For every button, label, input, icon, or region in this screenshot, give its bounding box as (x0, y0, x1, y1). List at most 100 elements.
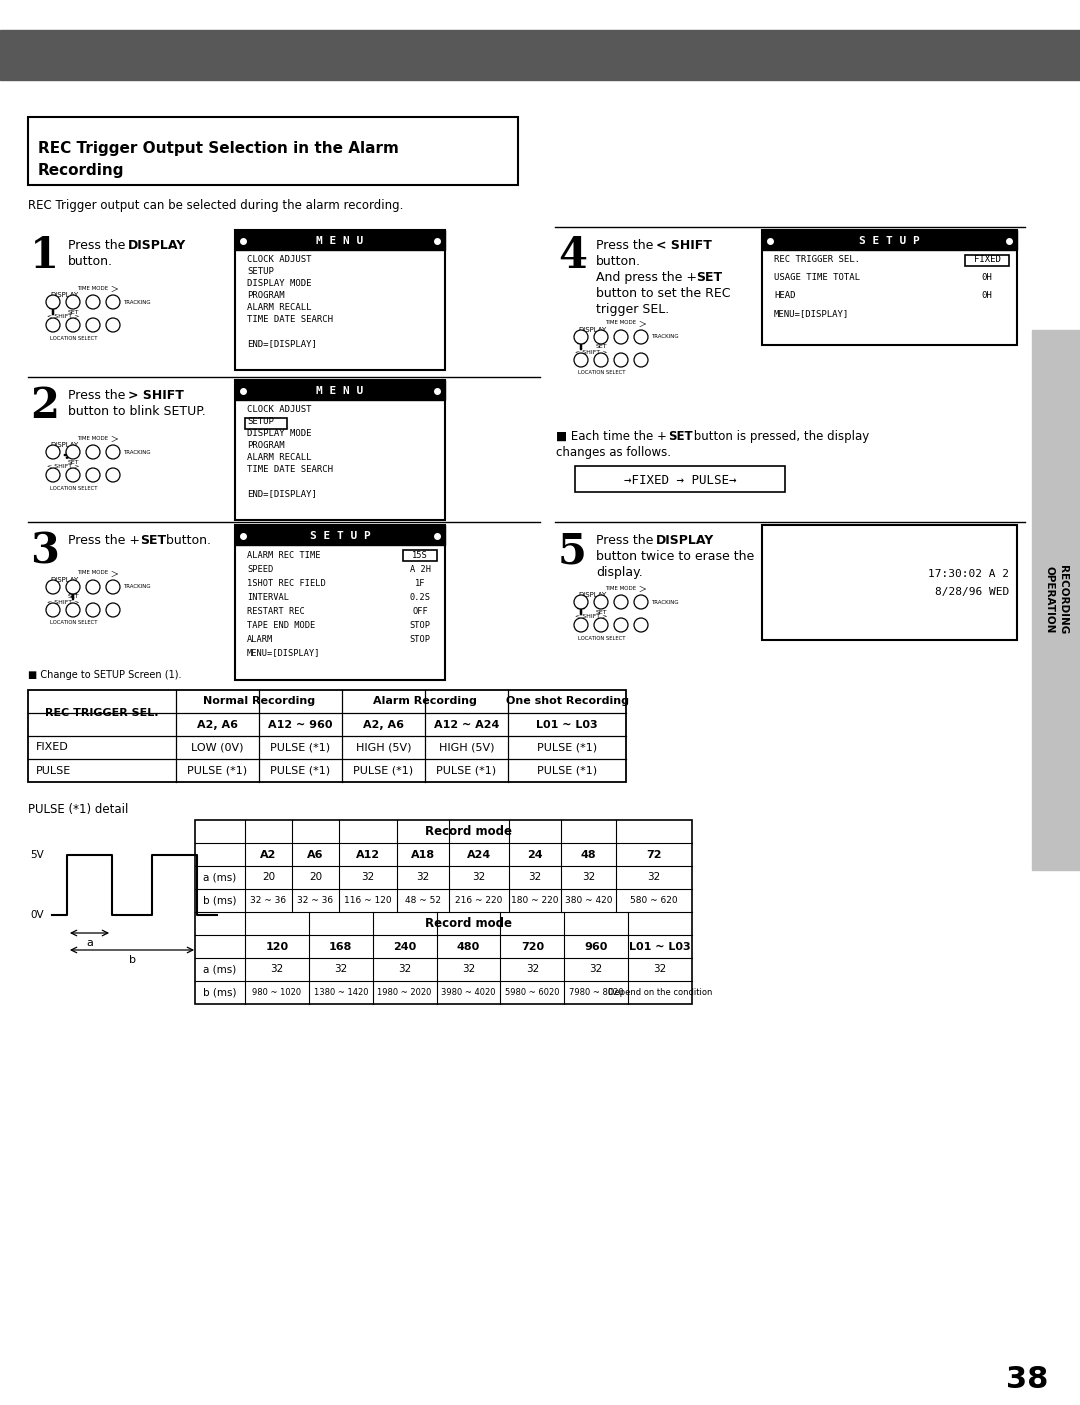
Circle shape (106, 318, 120, 332)
Text: button to set the REC: button to set the REC (596, 287, 730, 301)
Circle shape (573, 594, 588, 608)
Text: PULSE (*1): PULSE (*1) (353, 766, 414, 776)
Text: LOCATION SELECT: LOCATION SELECT (578, 635, 625, 641)
Text: DISPLAY: DISPLAY (50, 292, 78, 298)
Text: PULSE (*1) detail: PULSE (*1) detail (28, 804, 129, 816)
Text: END=[DISPLAY]: END=[DISPLAY] (247, 489, 316, 499)
Text: M E N U: M E N U (316, 236, 364, 246)
Text: A2, A6: A2, A6 (363, 719, 404, 729)
Text: 32: 32 (647, 873, 661, 882)
Text: HEAD: HEAD (774, 291, 796, 301)
Text: SET: SET (140, 534, 166, 547)
Text: 980 ~ 1020: 980 ~ 1020 (253, 988, 301, 998)
Text: A18: A18 (410, 850, 435, 860)
Text: button is pressed, the display: button is pressed, the display (690, 430, 869, 443)
Text: PULSE (*1): PULSE (*1) (188, 766, 247, 776)
Text: Alarm Recording: Alarm Recording (373, 697, 477, 707)
Text: TIME DATE SEARCH: TIME DATE SEARCH (247, 465, 333, 475)
Text: PULSE (*1): PULSE (*1) (270, 766, 330, 776)
Text: PULSE (*1): PULSE (*1) (537, 742, 597, 753)
Text: L01 ~ L03: L01 ~ L03 (630, 941, 691, 951)
Text: button.: button. (162, 534, 211, 547)
Text: SPEED: SPEED (247, 565, 273, 573)
Circle shape (46, 580, 60, 594)
Text: ALARM RECALL: ALARM RECALL (247, 303, 311, 312)
Bar (235, 230, 445, 250)
Text: DISPLAY: DISPLAY (50, 577, 78, 583)
Text: 32: 32 (270, 964, 284, 975)
Text: DISPLAY: DISPLAY (578, 327, 606, 333)
Text: 32: 32 (653, 964, 666, 975)
Circle shape (46, 468, 60, 482)
Text: L01 ~ L03: L01 ~ L03 (536, 719, 598, 729)
Bar (762, 230, 1017, 346)
Text: TRACKING: TRACKING (123, 299, 150, 305)
Text: A6: A6 (307, 850, 324, 860)
Text: SETUP: SETUP (247, 417, 274, 427)
Circle shape (86, 318, 100, 332)
Circle shape (615, 618, 627, 632)
Text: 5V: 5V (30, 850, 44, 860)
Text: 1380 ~ 1420: 1380 ~ 1420 (313, 988, 368, 998)
Text: SET: SET (595, 344, 607, 350)
Bar (235, 379, 445, 400)
Text: SET: SET (67, 459, 79, 465)
Text: Press the: Press the (596, 239, 658, 251)
Text: < SHIFT >: < SHIFT > (46, 315, 79, 319)
Text: SETUP: SETUP (247, 267, 274, 277)
Text: 20: 20 (262, 873, 275, 882)
Text: 32: 32 (472, 873, 486, 882)
Circle shape (594, 330, 608, 344)
Text: b (ms): b (ms) (203, 895, 237, 905)
Text: 32 ~ 36: 32 ~ 36 (251, 896, 286, 905)
Text: S E T U P: S E T U P (310, 531, 370, 541)
Text: 8/28/96 WED: 8/28/96 WED (935, 587, 1009, 597)
Text: MENU=[DISPLAY]: MENU=[DISPLAY] (247, 649, 321, 658)
Text: button twice to erase the: button twice to erase the (596, 549, 754, 563)
Text: 5980 ~ 6020: 5980 ~ 6020 (505, 988, 559, 998)
Circle shape (106, 468, 120, 482)
Circle shape (66, 580, 80, 594)
Text: PULSE (*1): PULSE (*1) (537, 766, 597, 776)
Text: A2, A6: A2, A6 (197, 719, 238, 729)
Text: LOCATION SELECT: LOCATION SELECT (578, 371, 625, 375)
Text: TIME MODE: TIME MODE (606, 320, 636, 326)
Text: changes as follows.: changes as follows. (556, 445, 671, 459)
Text: LOCATION SELECT: LOCATION SELECT (50, 486, 97, 490)
Text: 15S: 15S (413, 551, 428, 559)
Bar (235, 230, 445, 370)
Circle shape (86, 445, 100, 459)
Text: ■ Each time the +: ■ Each time the + (556, 430, 671, 443)
Text: 5: 5 (558, 530, 586, 572)
Bar (762, 525, 1017, 641)
Text: ■ Change to SETUP Screen (1).: ■ Change to SETUP Screen (1). (28, 670, 181, 680)
Bar (28, 117, 518, 185)
Text: A12 ~ A24: A12 ~ A24 (434, 719, 499, 729)
Text: b: b (129, 955, 135, 965)
Text: DISPLAY: DISPLAY (129, 239, 186, 251)
Text: 4: 4 (558, 235, 588, 277)
Circle shape (66, 468, 80, 482)
Circle shape (615, 353, 627, 367)
Text: CLOCK ADJUST: CLOCK ADJUST (247, 256, 311, 264)
Text: trigger SEL.: trigger SEL. (596, 303, 670, 316)
Text: 32: 32 (528, 873, 542, 882)
Text: Recording: Recording (38, 163, 124, 177)
Text: 380 ~ 420: 380 ~ 420 (565, 896, 612, 905)
Text: REC Trigger Output Selection in the Alarm: REC Trigger Output Selection in the Alar… (38, 140, 399, 156)
Circle shape (66, 295, 80, 309)
Text: One shot Recording: One shot Recording (505, 697, 629, 707)
Circle shape (615, 594, 627, 608)
Text: a: a (86, 939, 93, 948)
Circle shape (594, 353, 608, 367)
Text: a (ms): a (ms) (203, 964, 237, 975)
Text: TRACKING: TRACKING (123, 450, 150, 454)
Circle shape (66, 318, 80, 332)
Text: Record mode: Record mode (426, 825, 512, 837)
Bar (195, 821, 692, 1005)
Circle shape (573, 353, 588, 367)
Circle shape (634, 330, 648, 344)
Text: < SHIFT >: < SHIFT > (575, 614, 607, 620)
Text: 180 ~ 220: 180 ~ 220 (511, 896, 558, 905)
Bar (1032, 330, 1080, 870)
